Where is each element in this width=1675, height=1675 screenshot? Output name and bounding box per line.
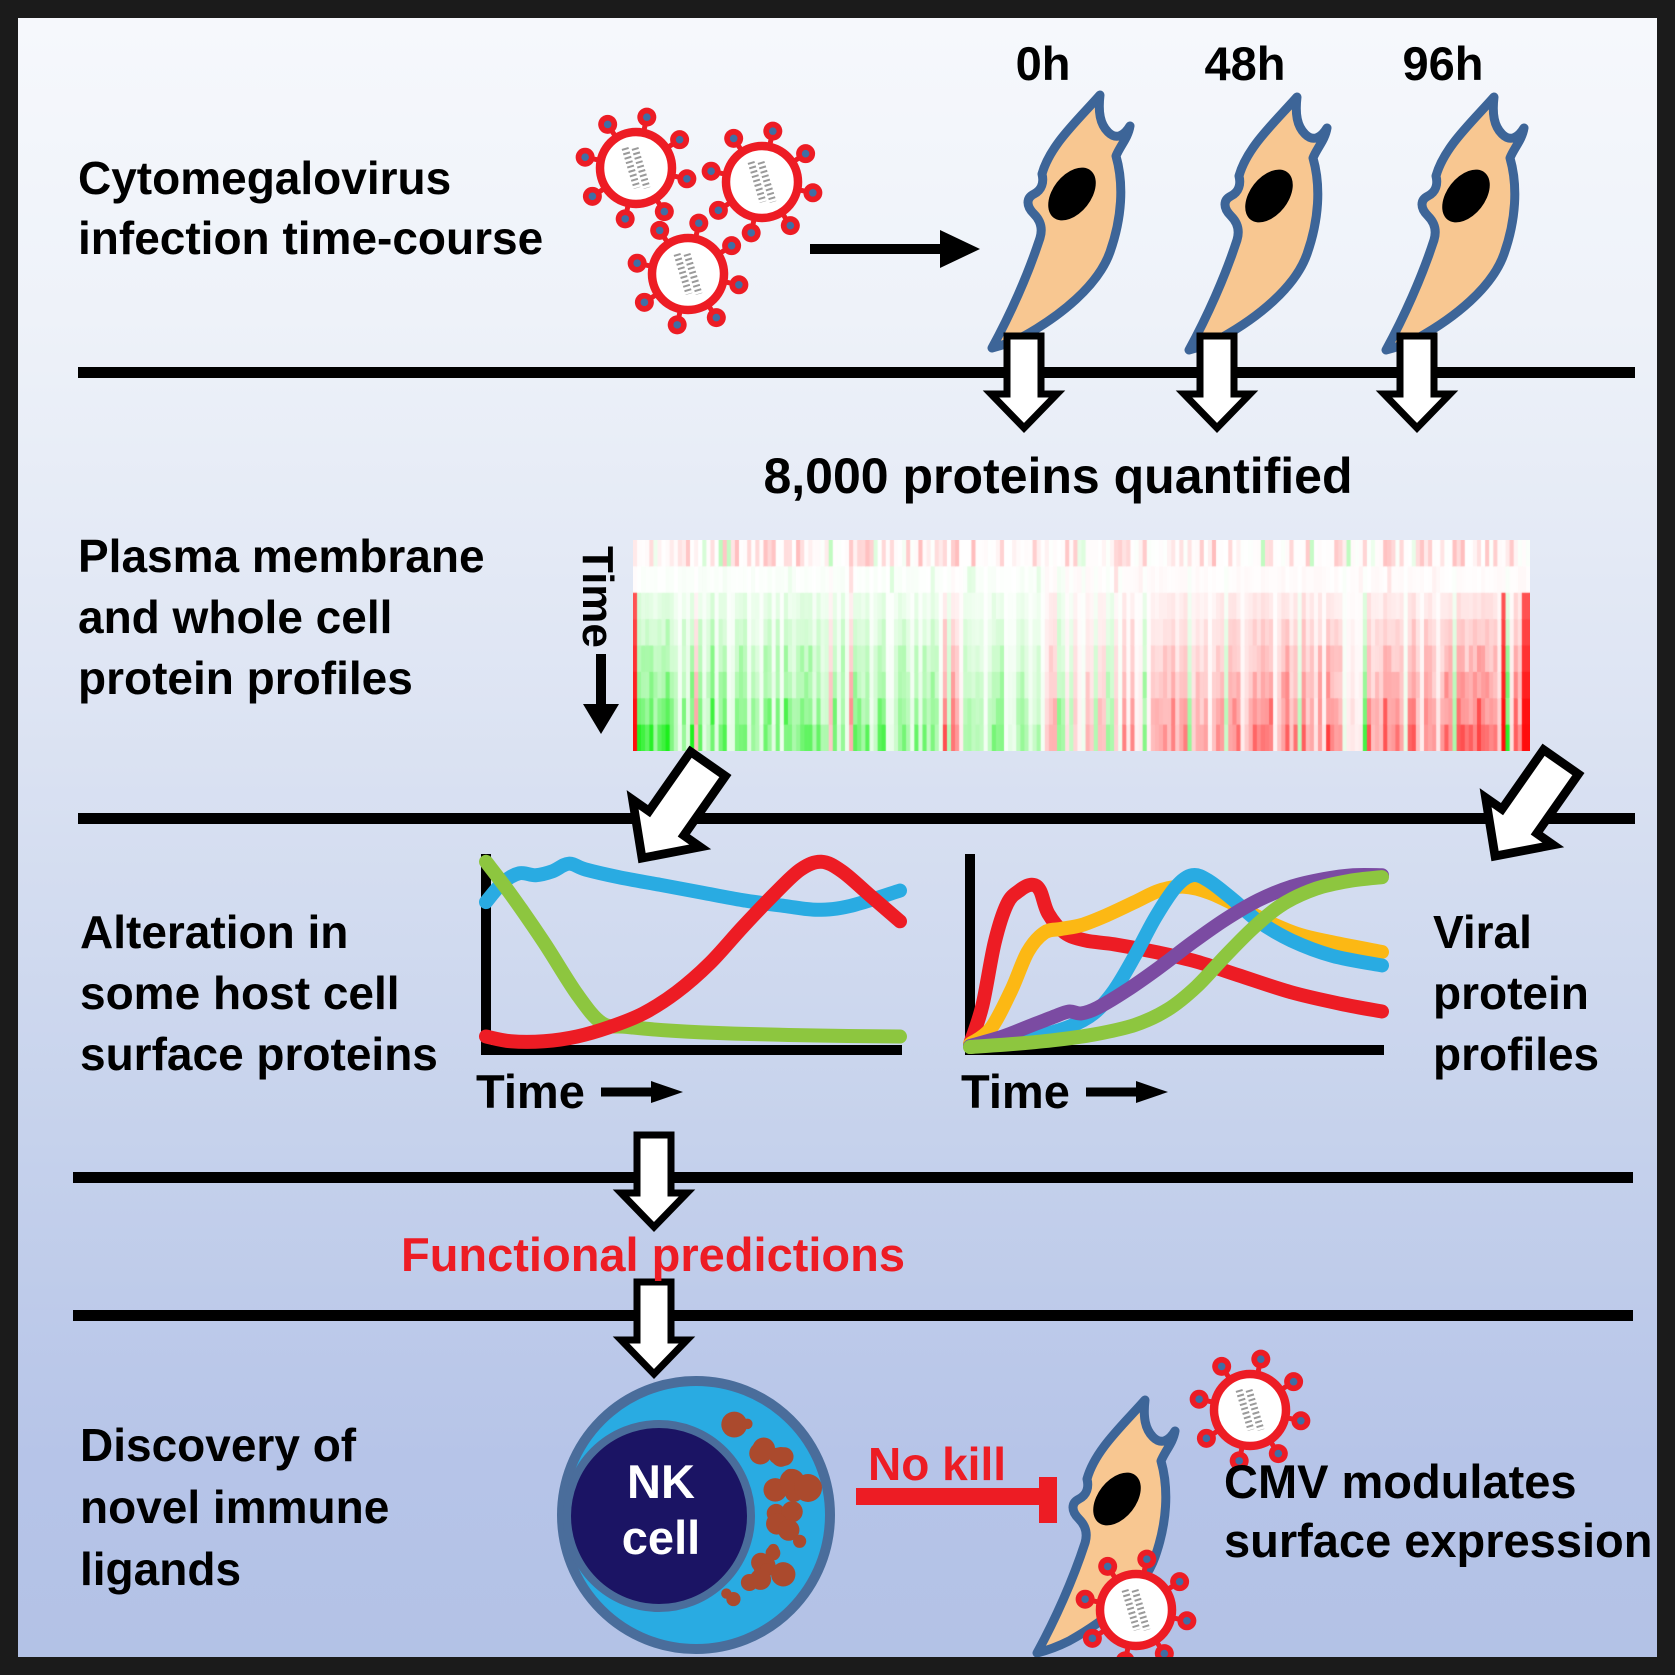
section-title-infection: Cytomegalovirus infection time-course bbox=[78, 152, 544, 264]
section-title-viral: Viral protein profiles bbox=[1433, 906, 1600, 1080]
section-divider-lines bbox=[73, 367, 1635, 1321]
virus-cluster bbox=[576, 108, 823, 335]
virus-icon bbox=[1076, 1550, 1197, 1671]
timepoint-label-0h: 0h bbox=[1015, 37, 1071, 90]
viral-protein-chart bbox=[963, 854, 1389, 1055]
heatmap-time-axis-label: Time bbox=[573, 546, 622, 648]
section-title-profiles: Plasma membrane and whole cell protein p… bbox=[78, 530, 485, 704]
heatmap-title: 8,000 proteins quantified bbox=[763, 448, 1353, 504]
host-protein-chart bbox=[479, 854, 907, 1055]
fibroblast-cell-icon bbox=[1037, 1400, 1175, 1653]
down-arrow-icon bbox=[621, 1282, 687, 1374]
protein-quantification-heatmap bbox=[633, 540, 1530, 751]
virus-icon bbox=[628, 214, 749, 335]
diagonal-down-arrow-icon bbox=[1461, 738, 1595, 880]
fibroblast-cell-icon bbox=[992, 95, 1130, 348]
virus-icon bbox=[576, 108, 697, 229]
fibroblast-cell-icon bbox=[1386, 97, 1524, 350]
fibroblast-cell-icon bbox=[1189, 97, 1327, 350]
viral-chart-time-axis: Time bbox=[961, 1064, 1168, 1119]
diagonal-down-arrow-icon bbox=[608, 740, 742, 882]
section-title-discovery: Discovery of novel immune ligands bbox=[80, 1419, 390, 1595]
fibroblast-cells bbox=[992, 95, 1524, 350]
host-chart-time-axis: Time bbox=[476, 1064, 683, 1119]
down-arrow-icon bbox=[1384, 336, 1450, 428]
right-arrow-icon bbox=[600, 1080, 683, 1103]
virus-icon bbox=[702, 122, 823, 243]
no-kill-label: No kill bbox=[868, 1438, 1007, 1490]
host-protein-chart-lines bbox=[479, 854, 907, 1049]
timepoint-label-96h: 96h bbox=[1402, 37, 1484, 90]
viral-protein-chart-lines bbox=[963, 867, 1389, 1055]
cmv-modulates-label: CMV modulates surface expression bbox=[1224, 1455, 1653, 1567]
right-arrow-icon bbox=[1085, 1080, 1168, 1103]
infection-arrow-icon bbox=[810, 230, 980, 268]
nk-cell-label: NK cell bbox=[621, 1455, 701, 1564]
functional-predictions-label: Functional predictions bbox=[401, 1228, 905, 1281]
section-title-alteration: Alteration in some host cell surface pro… bbox=[80, 906, 438, 1080]
down-arrow-icon bbox=[621, 1135, 687, 1227]
timepoint-label-48h: 48h bbox=[1204, 37, 1286, 90]
down-arrow-icon bbox=[1184, 336, 1250, 428]
heatmap-time-arrow-icon bbox=[583, 654, 619, 734]
down-arrow-icon bbox=[991, 336, 1057, 428]
